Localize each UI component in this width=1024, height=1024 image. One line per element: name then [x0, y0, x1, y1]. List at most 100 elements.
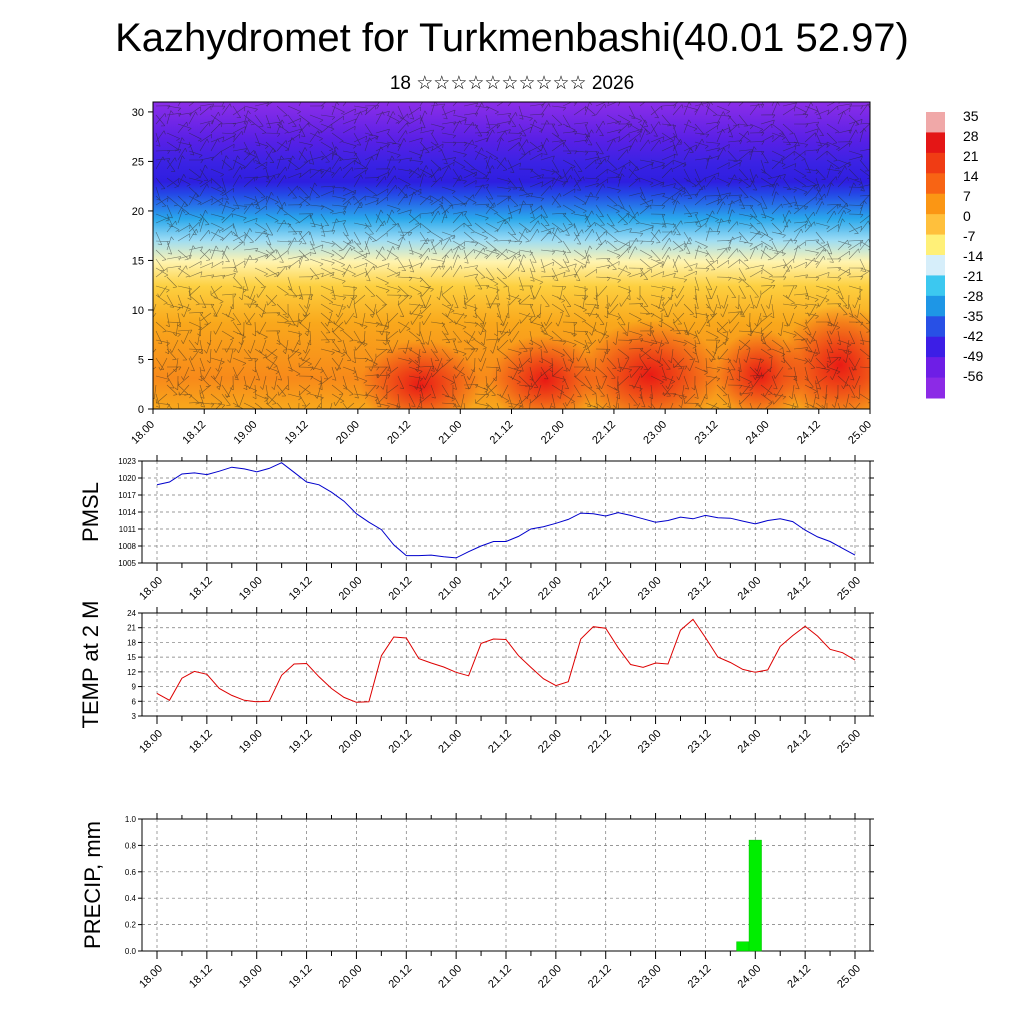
x-tick-label: 22.12: [586, 575, 614, 603]
precip-bar: [748, 839, 762, 952]
x-tick-label: 25.00: [846, 419, 874, 447]
series-line: [156, 618, 856, 703]
y-axis-label: PMSL: [78, 482, 103, 542]
x-tick-label: 21.12: [486, 728, 514, 756]
x-tick-label: 20.00: [334, 419, 362, 447]
y-tick-label: 25: [132, 156, 144, 168]
series-line: [156, 462, 856, 559]
x-tick-label: 19.00: [237, 575, 265, 603]
y-tick-label: 3: [132, 712, 137, 721]
x-tick-label: 23.12: [686, 575, 714, 603]
colorbar-label: -56: [963, 368, 983, 384]
y-tick-label: 9: [132, 683, 137, 692]
chart-subtitle: 18 ☆☆☆☆☆☆☆☆☆☆ 2026: [389, 73, 635, 94]
y-tick-label: 0.2: [125, 921, 137, 930]
colorbar-label: 21: [963, 148, 979, 164]
colorbar-swatch: [926, 377, 945, 399]
colorbar-swatch: [926, 336, 945, 358]
x-tick-label: 20.00: [337, 963, 365, 991]
x-tick-label: 23.00: [636, 575, 664, 603]
colorbar-swatch: [926, 112, 945, 133]
chart-title: Kazhydromet for Turkmenbashi(40.01 52.97…: [115, 16, 909, 60]
y-tick-label: 12: [127, 668, 136, 677]
x-tick-label: 18.00: [137, 575, 165, 603]
colorbar-swatch: [926, 295, 945, 317]
y-axis-label: TEMP at 2 M: [78, 601, 103, 729]
colorbar-swatch: [926, 214, 945, 236]
y-tick-label: 6: [132, 697, 137, 706]
x-tick-label: 20.12: [385, 419, 413, 447]
colorbar-label: -14: [963, 248, 983, 264]
wind-barbs: [153, 102, 870, 409]
colorbar: 35 28 21 14 7 0 -7 -14 -21 -28 -35 -42 -49 -56: [926, 108, 983, 399]
y-tick-label: 0.4: [125, 894, 137, 903]
heatmap-warm-spots: [153, 102, 870, 409]
colorbar-swatch: [926, 316, 945, 338]
x-tick-label: 18.12: [187, 963, 215, 991]
warm-spot: [490, 335, 600, 409]
precip-bar: [736, 941, 750, 952]
x-tick-label: 23.12: [686, 728, 714, 756]
y-tick-label: 0.8: [125, 841, 137, 850]
colorbar-label: -21: [963, 268, 983, 284]
y-tick-label: 0.0: [125, 947, 137, 956]
x-tick-label: 24.00: [735, 575, 763, 603]
x-tick-label: 18.12: [187, 575, 215, 603]
y-tick-label: 1005: [118, 559, 136, 568]
y-tick-label: 0.6: [125, 868, 137, 877]
colorbar-swatch: [926, 193, 945, 215]
x-tick-label: 20.12: [386, 728, 414, 756]
x-tick-label: 19.12: [287, 963, 315, 991]
x-tick-label: 23.12: [686, 963, 714, 991]
x-tick-label: 23.00: [636, 728, 664, 756]
x-tick-label: 21.12: [486, 963, 514, 991]
x-tick-label: 19.12: [283, 419, 311, 447]
y-tick-label: 10: [132, 305, 144, 317]
x-tick-label: 20.00: [337, 728, 365, 756]
x-tick-label: 23.00: [636, 963, 664, 991]
y-tick-label: 5: [138, 354, 144, 366]
precip-panel: 0.0 0.2 0.4 0.6 0.8 1.0 18.00 18.12 19.00 19.12 20…: [80, 813, 874, 991]
x-tick-label: 19.12: [287, 575, 315, 603]
y-tick-label: 21: [127, 624, 136, 633]
x-tick-label: 20.12: [386, 963, 414, 991]
colorbar-label: -7: [963, 228, 976, 244]
x-tick-label: 19.00: [237, 728, 265, 756]
x-tick-label: 18.12: [180, 419, 208, 447]
x-tick-label: 20.12: [386, 575, 414, 603]
colorbar-label: -28: [963, 288, 983, 304]
y-tick-label: 18: [127, 638, 136, 647]
heatmap-x-axis: 18.00 18.12 19.00 19.12 20.00 20.12 21.00 21.12…: [129, 409, 874, 447]
y-tick-label: 1014: [118, 508, 136, 517]
y-tick-label: 0: [138, 404, 144, 416]
x-tick-label: 24.12: [785, 575, 813, 603]
x-tick-label: 24.00: [744, 419, 772, 447]
heatmap-y-axis: 0 5 10 15 20 25 30: [132, 107, 153, 416]
temp-panel: 3 6 9 12 15 18 21 24 18.00 18.12 19.00 19.12 20.00 20…: [78, 601, 874, 756]
x-tick-label: 24.12: [785, 728, 813, 756]
colorbar-label: -42: [963, 328, 983, 344]
x-tick-label: 19.12: [287, 728, 315, 756]
x-tick-label: 25.00: [835, 963, 863, 991]
x-tick-label: 22.00: [536, 728, 564, 756]
colorbar-label: 28: [963, 128, 979, 144]
colorbar-swatch: [926, 152, 945, 174]
colorbar-label: 14: [963, 168, 979, 184]
x-tick-label: 24.00: [735, 728, 763, 756]
y-tick-label: 1.0: [125, 815, 137, 824]
x-tick-label: 21.00: [436, 963, 464, 991]
x-tick-label: 25.00: [835, 575, 863, 603]
colorbar-swatch: [926, 357, 945, 379]
pmsl-panel: 1005 1008 1011 1014 1017 1020 1023 18.00 18.12 19…: [78, 455, 874, 603]
x-tick-label: 20.00: [337, 575, 365, 603]
y-tick-label: 1008: [118, 542, 136, 551]
x-tick-label: 21.12: [488, 419, 516, 447]
colorbar-swatch: [926, 275, 945, 297]
y-tick-label: 1017: [118, 491, 136, 500]
colorbar-label: 0: [963, 208, 971, 224]
x-tick-label: 22.00: [539, 419, 567, 447]
x-tick-label: 23.00: [641, 419, 669, 447]
panel-frame: [141, 612, 871, 717]
y-tick-label: 1020: [118, 474, 136, 483]
